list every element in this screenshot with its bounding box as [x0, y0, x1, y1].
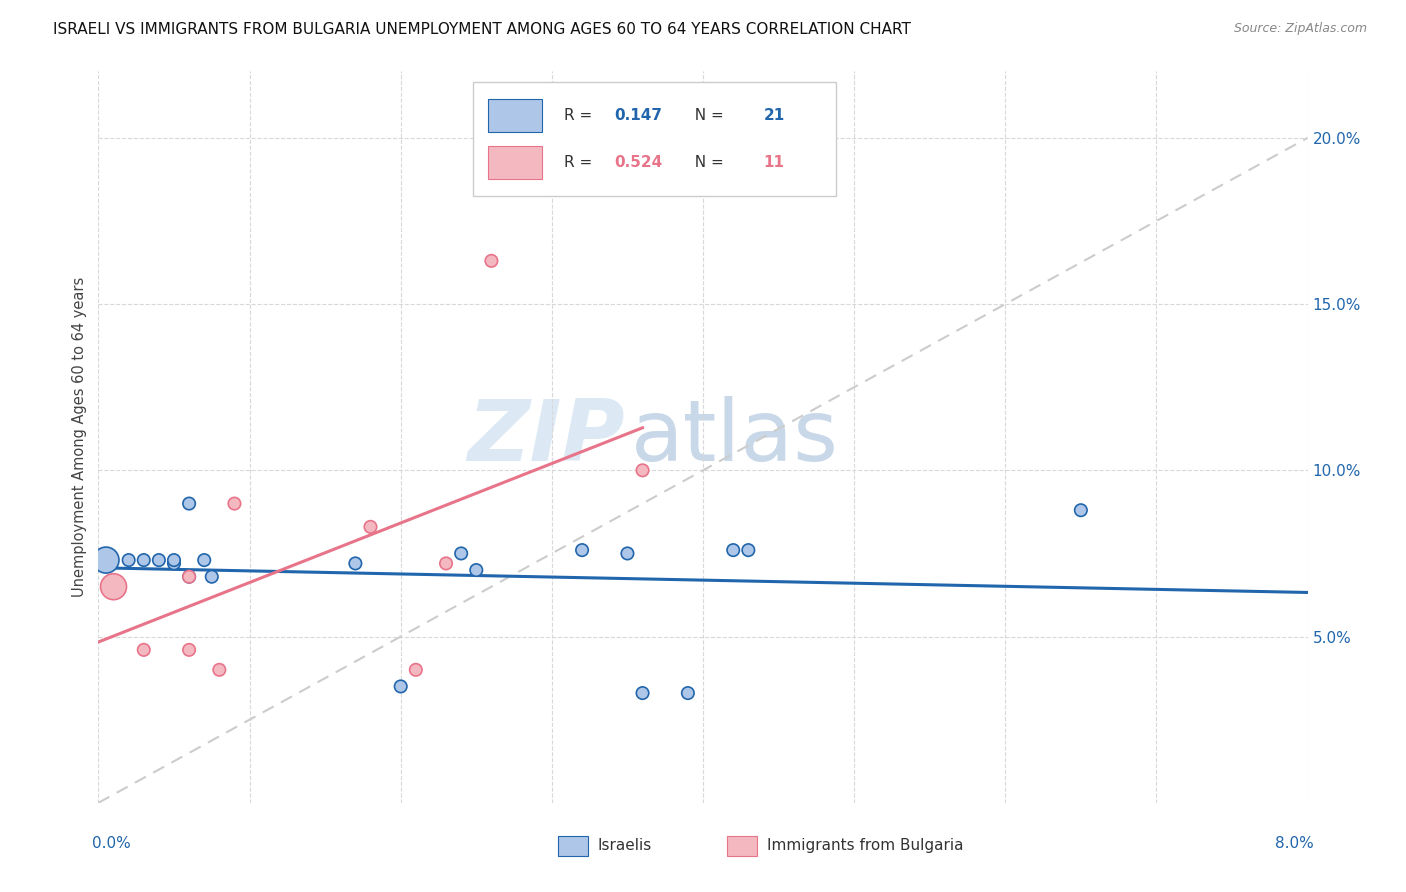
Point	[179, 570, 201, 584]
Point	[224, 497, 246, 511]
Point	[360, 520, 382, 534]
Y-axis label: Unemployment Among Ages 60 to 64 years: Unemployment Among Ages 60 to 64 years	[72, 277, 87, 598]
Text: 0.524: 0.524	[614, 155, 664, 170]
Point	[179, 643, 201, 657]
Point	[193, 553, 215, 567]
Point	[132, 553, 155, 567]
Point	[163, 557, 186, 571]
Point	[450, 546, 472, 560]
Point	[571, 543, 593, 558]
Point	[631, 686, 654, 700]
Point	[1070, 503, 1092, 517]
Point	[723, 543, 745, 558]
Point	[389, 680, 412, 694]
Text: ZIP: ZIP	[467, 395, 624, 479]
Point	[616, 546, 638, 560]
Text: 11: 11	[763, 155, 785, 170]
Text: 0.147: 0.147	[614, 108, 662, 123]
Point	[148, 553, 170, 567]
Point	[208, 663, 231, 677]
Text: 21: 21	[763, 108, 785, 123]
Text: Immigrants from Bulgaria: Immigrants from Bulgaria	[768, 838, 963, 854]
Point	[94, 553, 117, 567]
Point	[179, 570, 201, 584]
Point	[676, 686, 699, 700]
Bar	[727, 836, 758, 856]
Point	[737, 543, 759, 558]
Text: Source: ZipAtlas.com: Source: ZipAtlas.com	[1233, 22, 1367, 36]
Text: ISRAELI VS IMMIGRANTS FROM BULGARIA UNEMPLOYMENT AMONG AGES 60 TO 64 YEARS CORRE: ISRAELI VS IMMIGRANTS FROM BULGARIA UNEM…	[53, 22, 911, 37]
FancyBboxPatch shape	[474, 82, 837, 195]
Point	[481, 253, 503, 268]
Point	[344, 557, 367, 571]
Text: atlas: atlas	[630, 395, 838, 479]
Bar	[488, 99, 543, 132]
Text: N =: N =	[685, 108, 728, 123]
Text: N =: N =	[685, 155, 728, 170]
Text: 8.0%: 8.0%	[1275, 836, 1313, 851]
Point	[465, 563, 488, 577]
Point	[631, 463, 654, 477]
Point	[201, 570, 224, 584]
Bar	[558, 836, 588, 856]
Text: R =: R =	[564, 155, 598, 170]
Point	[163, 553, 186, 567]
Text: R =: R =	[564, 108, 598, 123]
Point	[118, 553, 141, 567]
Point	[103, 580, 125, 594]
Text: 0.0%: 0.0%	[93, 836, 131, 851]
Point	[405, 663, 427, 677]
Bar	[488, 146, 543, 179]
Text: Israelis: Israelis	[598, 838, 652, 854]
Point	[179, 497, 201, 511]
Point	[132, 643, 155, 657]
Point	[434, 557, 457, 571]
